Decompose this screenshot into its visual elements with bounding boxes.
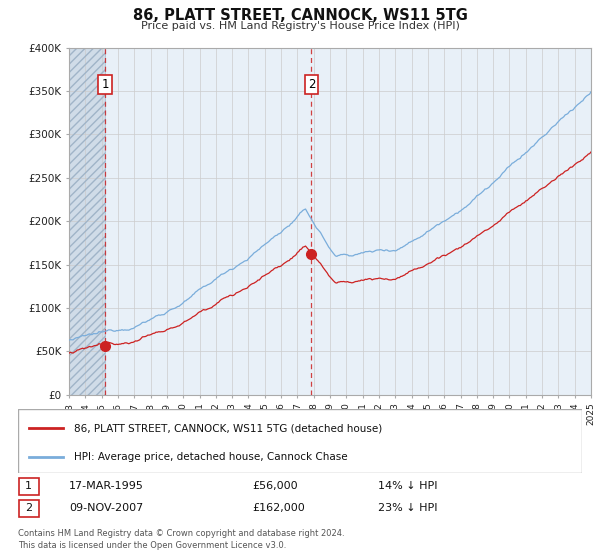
- Text: HPI: Average price, detached house, Cannock Chase: HPI: Average price, detached house, Cann…: [74, 452, 348, 462]
- Text: 86, PLATT STREET, CANNOCK, WS11 5TG (detached house): 86, PLATT STREET, CANNOCK, WS11 5TG (det…: [74, 423, 383, 433]
- Text: 17-MAR-1995: 17-MAR-1995: [69, 480, 144, 491]
- Text: This data is licensed under the Open Government Licence v3.0.: This data is licensed under the Open Gov…: [18, 542, 286, 550]
- Bar: [69, 48, 105, 395]
- Text: 1: 1: [101, 77, 109, 91]
- Text: 2: 2: [25, 503, 32, 514]
- Text: 2: 2: [308, 77, 315, 91]
- Text: 14% ↓ HPI: 14% ↓ HPI: [378, 480, 437, 491]
- Text: 1: 1: [25, 481, 32, 491]
- Text: 23% ↓ HPI: 23% ↓ HPI: [378, 503, 437, 513]
- Text: £162,000: £162,000: [252, 503, 305, 513]
- Text: Price paid vs. HM Land Registry's House Price Index (HPI): Price paid vs. HM Land Registry's House …: [140, 21, 460, 31]
- Text: 09-NOV-2007: 09-NOV-2007: [69, 503, 143, 513]
- Text: £56,000: £56,000: [252, 480, 298, 491]
- Text: 86, PLATT STREET, CANNOCK, WS11 5TG: 86, PLATT STREET, CANNOCK, WS11 5TG: [133, 8, 467, 24]
- Bar: [69, 48, 105, 395]
- Text: Contains HM Land Registry data © Crown copyright and database right 2024.: Contains HM Land Registry data © Crown c…: [18, 529, 344, 538]
